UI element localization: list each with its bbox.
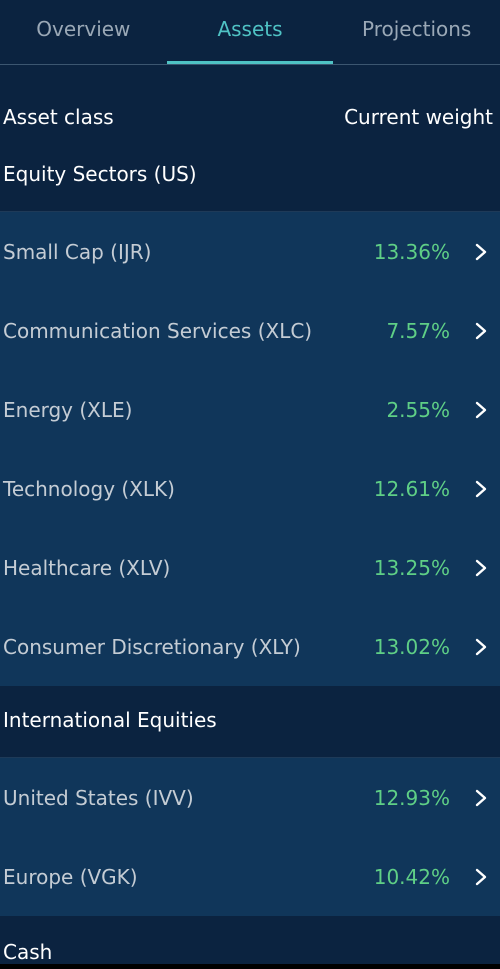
asset-weight: 13.02% (373, 634, 450, 659)
asset-row[interactable]: United States (IVV) 12.93% (0, 758, 500, 837)
asset-name: Healthcare (XLV) (3, 555, 171, 580)
asset-row[interactable]: Technology (XLK) 12.61% (0, 449, 500, 528)
chevron-right-icon (475, 243, 487, 260)
chevron-right-icon (475, 789, 487, 806)
asset-name: Consumer Discretionary (XLY) (3, 634, 301, 659)
asset-name: Europe (VGK) (3, 864, 138, 889)
chevron-right-icon (475, 322, 487, 339)
asset-weight: 13.36% (373, 239, 450, 264)
asset-name: Communication Services (XLC) (3, 318, 313, 343)
column-header-current-weight: Current weight (344, 105, 493, 129)
group-list-equity-sectors: Small Cap (IJR) 13.36% Communication Ser… (0, 212, 500, 686)
asset-weight: 12.61% (373, 476, 450, 501)
column-header: Asset class Current weight (0, 65, 500, 169)
tab-assets[interactable]: Assets (166, 0, 334, 64)
group-header-cash: Cash (0, 916, 500, 964)
group-header-equity-sectors: Equity Sectors (US) (0, 160, 500, 212)
asset-weight: 12.93% (373, 785, 450, 810)
asset-weight: 10.42% (373, 864, 450, 889)
asset-row[interactable]: Energy (XLE) 2.55% (0, 370, 500, 449)
asset-name: Small Cap (IJR) (3, 239, 152, 264)
asset-weight: 13.25% (373, 555, 450, 580)
chevron-right-icon (475, 559, 487, 576)
group-title: Equity Sectors (US) (3, 162, 197, 186)
asset-name: United States (IVV) (3, 785, 194, 810)
tab-bar: Overview Assets Projections (0, 0, 500, 65)
asset-name: Technology (XLK) (3, 476, 175, 501)
tab-projections[interactable]: Projections (362, 17, 472, 41)
asset-row[interactable]: Europe (VGK) 10.42% (0, 837, 500, 916)
column-header-asset-class: Asset class (3, 105, 114, 129)
asset-name: Energy (XLE) (3, 397, 133, 422)
chevron-right-icon (475, 480, 487, 497)
tab-overview[interactable]: Overview (36, 17, 131, 41)
asset-row[interactable]: Consumer Discretionary (XLY) 13.02% (0, 607, 500, 686)
asset-row[interactable]: Healthcare (XLV) 13.25% (0, 528, 500, 607)
chevron-right-icon (475, 638, 487, 655)
asset-row[interactable]: Communication Services (XLC) 7.57% (0, 291, 500, 370)
bottom-edge (0, 964, 500, 969)
group-title: Cash (3, 940, 53, 964)
group-title: International Equities (3, 708, 217, 732)
asset-weight: 2.55% (386, 397, 450, 422)
asset-row[interactable]: Small Cap (IJR) 13.36% (0, 212, 500, 291)
chevron-right-icon (475, 868, 487, 885)
group-header-international-equities: International Equities (0, 686, 500, 758)
chevron-right-icon (475, 401, 487, 418)
group-list-international-equities: United States (IVV) 12.93% Europe (VGK) … (0, 758, 500, 916)
asset-weight: 7.57% (386, 318, 450, 343)
